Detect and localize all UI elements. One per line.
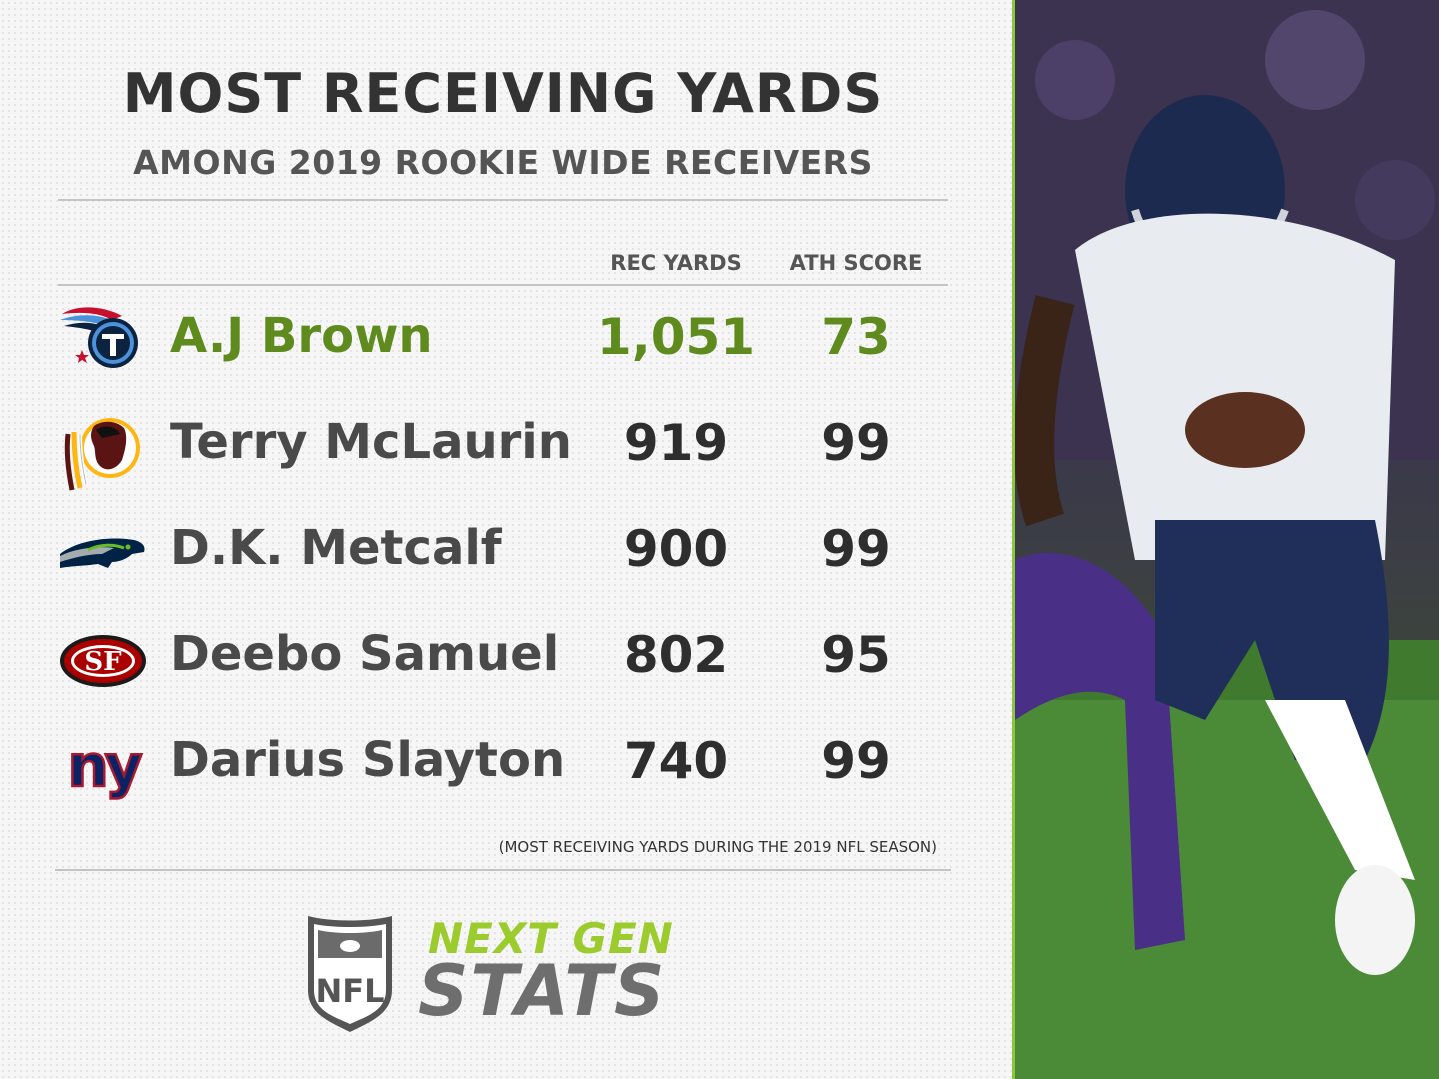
svg-text:SF: SF (84, 647, 122, 677)
player-name: D.K. Metcalf (170, 520, 502, 576)
brand-line-stats: STATS (418, 950, 667, 1032)
player-name: Terry McLaurin (170, 414, 572, 470)
ath-score-value: 99 (821, 414, 891, 472)
table-row: Terry McLaurin 919 99 (58, 404, 948, 494)
giants-logo-icon: ny (58, 722, 148, 812)
49ers-logo-icon: SF (58, 616, 148, 706)
player-name: A.J Brown (170, 308, 433, 364)
ath-score-value: 95 (821, 626, 891, 684)
table-row: A.J Brown 1,051 73 (58, 298, 948, 388)
next-gen-stats-brand: NFL NEXT GEN STATS (300, 908, 720, 1038)
nfl-shield-icon: NFL (308, 916, 392, 1032)
rec-yards-value: 802 (623, 626, 729, 684)
rec-yards-value: 1,051 (596, 308, 756, 366)
divider-top (58, 199, 948, 201)
table-row: SF Deebo Samuel 802 95 (58, 616, 948, 706)
rec-yards-value: 919 (623, 414, 729, 472)
seahawks-logo-icon (58, 510, 148, 600)
table-row: D.K. Metcalf 900 99 (58, 510, 948, 600)
player-photo (1012, 0, 1439, 1079)
table-row: ny Darius Slayton 740 99 (58, 722, 948, 812)
page-title: MOST RECEIVING YARDS (122, 62, 884, 125)
redskins-logo-icon (58, 404, 148, 494)
player-name: Deebo Samuel (170, 626, 560, 682)
divider-header (58, 284, 948, 286)
footnote: (MOST RECEIVING YARDS DURING THE 2019 NF… (498, 838, 937, 856)
column-header-rec-yards: REC YARDS (610, 251, 742, 275)
player-name: Darius Slayton (170, 732, 566, 788)
ath-score-value: 99 (821, 732, 891, 790)
ath-score-value: 73 (821, 308, 891, 366)
rec-yards-value: 740 (623, 732, 729, 790)
titans-logo-icon (58, 298, 148, 388)
stats-panel: MOST RECEIVING YARDS AMONG 2019 ROOKIE W… (0, 0, 1012, 1079)
brand-line-next-gen: NEXT GEN (428, 914, 674, 963)
ath-score-value: 99 (821, 520, 891, 578)
divider-bottom (55, 869, 951, 871)
page-subtitle: AMONG 2019 ROOKIE WIDE RECEIVERS (133, 143, 873, 182)
column-header-ath-score: ATH SCORE (789, 251, 923, 275)
nfl-logo-text: NFL (315, 972, 384, 1010)
rec-yards-value: 900 (623, 520, 729, 578)
svg-text:ny: ny (67, 732, 141, 800)
